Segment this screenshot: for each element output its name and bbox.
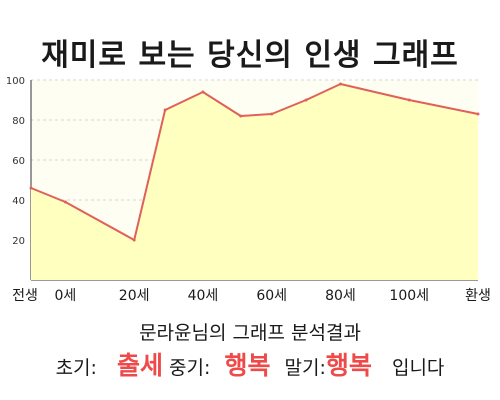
y-tick-label: 100 bbox=[6, 76, 25, 87]
y-tick-label: 60 bbox=[12, 156, 25, 167]
data-point bbox=[29, 186, 33, 190]
x-tick-label: 80세 bbox=[325, 288, 356, 304]
data-point bbox=[132, 238, 136, 242]
data-point bbox=[304, 98, 308, 102]
data-point bbox=[270, 112, 274, 116]
x-tick-labels: 전생 0세 20세 40세 60세 80세 100세 환생 bbox=[12, 288, 491, 304]
suffix-text: 입니다 bbox=[391, 357, 445, 379]
data-point bbox=[163, 108, 167, 112]
x-tick-label: 0세 bbox=[54, 288, 76, 304]
y-tick-label: 20 bbox=[12, 236, 25, 247]
late-label: 말기: bbox=[284, 357, 326, 379]
series-area bbox=[31, 84, 478, 280]
late-value: 행복 bbox=[325, 351, 372, 380]
analysis-heading: 문라윤님의 그래프 분석결과 bbox=[139, 322, 361, 344]
data-point bbox=[476, 112, 480, 116]
x-tick-label: 40세 bbox=[188, 288, 219, 304]
analysis-result: 초기: 출세 중기: 행복 말기:행복 입니다 bbox=[0, 346, 500, 382]
data-point bbox=[63, 200, 67, 204]
data-point bbox=[239, 114, 243, 118]
x-tick-label: 환생 bbox=[465, 288, 491, 304]
x-tick-label: 100세 bbox=[389, 288, 429, 304]
data-points bbox=[29, 82, 480, 242]
data-point bbox=[201, 90, 205, 94]
x-tick-label: 20세 bbox=[119, 288, 150, 304]
early-label: 초기: bbox=[55, 357, 97, 379]
early-value: 출세 bbox=[116, 351, 163, 380]
x-tick-label: 전생 bbox=[12, 288, 38, 304]
data-point bbox=[338, 82, 342, 86]
y-tick-labels: 20 40 60 80 100 bbox=[6, 76, 25, 247]
y-tick-label: 40 bbox=[12, 196, 25, 207]
x-tick-label: 60세 bbox=[256, 288, 287, 304]
mid-value: 행복 bbox=[224, 351, 271, 380]
y-tick-label: 80 bbox=[12, 116, 25, 127]
mid-label: 중기: bbox=[169, 357, 211, 379]
page-title: 재미로 보는 당신의 인생 그래프 bbox=[41, 38, 459, 73]
data-point bbox=[407, 98, 411, 102]
